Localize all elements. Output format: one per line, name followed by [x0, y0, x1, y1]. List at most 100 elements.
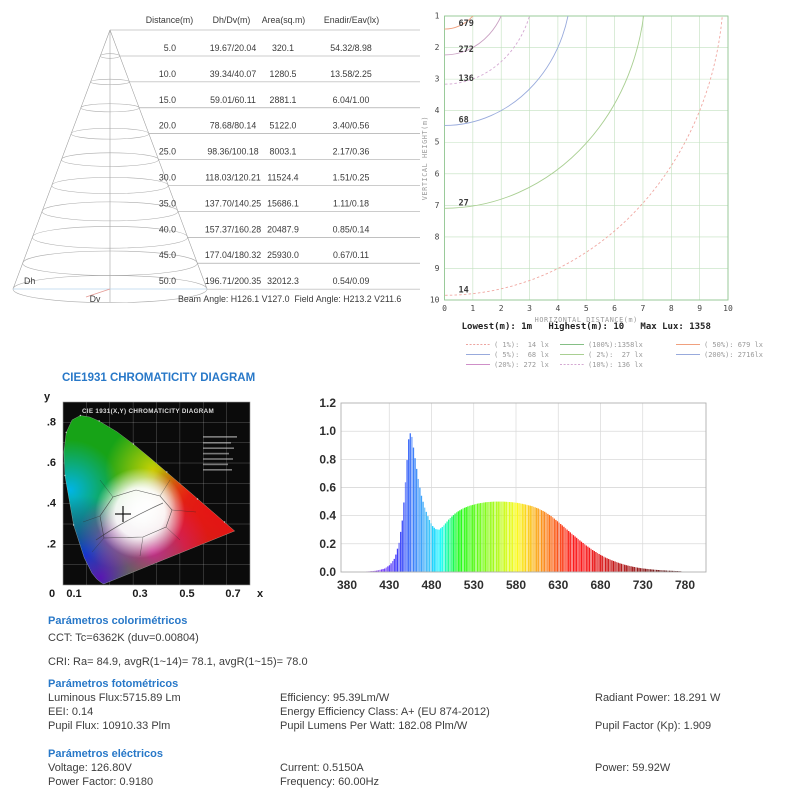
svg-text:2: 2 [499, 304, 504, 313]
svg-text:78.68/80.14: 78.68/80.14 [210, 121, 257, 131]
param-value: Power Factor: 0.9180 [48, 776, 154, 788]
cie-axis-ticks: .8 .6 .4 .2 0 0.1 0.3 0.5 0.7 y x [44, 391, 264, 600]
isolux-chart: 679 272 136 68 27 14 0 1 2 3 4 5 6 7 8 9 10 1 2 3 4 5 6 7 8 9 10 HO… [421, 12, 763, 370]
photometric-params-heading: Parámetros fotométricos [48, 678, 179, 690]
isolux-curve-label: 27 [459, 198, 469, 208]
svg-text:6: 6 [612, 304, 617, 313]
svg-text:0.1: 0.1 [66, 588, 81, 600]
param-value: Pupil Flux: 10910.33 Plm [48, 720, 171, 732]
photometric-row: Luminous Flux:5715.89 Lm Efficiency: 95.3… [48, 692, 788, 706]
svg-text:(10%): 136 lx: (10%): 136 lx [588, 361, 643, 369]
param-value: Pupil Factor (Kp): 1.909 [595, 720, 712, 732]
svg-text:0: 0 [49, 588, 55, 600]
beam-table-row: 50.0 196.71/200.35 32012.3 0.54/0.09 [159, 276, 370, 286]
svg-text:39.34/40.07: 39.34/40.07 [210, 69, 257, 79]
isolux-curve-label: 14 [459, 285, 469, 295]
isolux-legend-item: (200%): 2716lx [676, 351, 763, 359]
svg-text:157.37/160.28: 157.37/160.28 [205, 224, 261, 234]
svg-text:320.1: 320.1 [272, 43, 294, 53]
isolux-curve-label: 272 [459, 45, 474, 55]
svg-text:730: 730 [633, 578, 653, 592]
svg-text:8003.1: 8003.1 [270, 147, 297, 157]
beam-angle-footnote: Beam Angle: H126.1 V127.0 Field Angle: H… [178, 294, 401, 304]
photometric-row: Pupil Flux: 10910.33 Plm Pupil Lumens Per… [48, 720, 788, 734]
svg-text:11524.4: 11524.4 [267, 173, 298, 183]
svg-text:( 5%): 68 lx: ( 5%): 68 lx [494, 351, 549, 359]
svg-text:.2: .2 [47, 538, 56, 550]
param-value: Luminous Flux:5715.89 Lm [48, 692, 181, 704]
svg-text:5: 5 [584, 304, 589, 313]
svg-text:196.71/200.35: 196.71/200.35 [205, 276, 261, 286]
svg-text:480: 480 [421, 578, 441, 592]
svg-text:6.04/1.00: 6.04/1.00 [333, 95, 370, 105]
electric-row: Voltage: 126.80V Current: 0.5150A Power: 5… [48, 762, 788, 776]
svg-text:530: 530 [464, 578, 484, 592]
param-value: Power: 59.92W [595, 762, 671, 774]
cie-y-axis-label: y [44, 391, 51, 403]
svg-text:.8: .8 [47, 416, 56, 428]
svg-text:6: 6 [435, 169, 440, 178]
beam-table-row: 25.0 98.36/100.18 8003.1 2.17/0.36 [159, 147, 370, 157]
svg-text:137.70/140.25: 137.70/140.25 [205, 198, 261, 208]
svg-text:25.0: 25.0 [159, 147, 176, 157]
table-header: Area(sq.m) [262, 15, 306, 25]
svg-text:.4: .4 [47, 498, 57, 510]
isolux-x-axis-label: HORIZONTAL DISTANCE(m) [535, 316, 638, 324]
svg-text:19.67/20.04: 19.67/20.04 [210, 43, 257, 53]
svg-text:54.32/8.98: 54.32/8.98 [330, 43, 372, 53]
svg-text:45.0: 45.0 [159, 250, 176, 260]
svg-text:1.2: 1.2 [319, 396, 336, 410]
svg-text:0.6: 0.6 [319, 481, 336, 495]
isolux-y-axis-label: VERTICAL HEIGHT(m) [421, 116, 429, 200]
isolux-legend-item: (100%):1358lx [560, 341, 643, 349]
dh-label: Dh [24, 276, 35, 286]
colorimetric-params-heading: Parámetros colorimétricos [48, 615, 188, 627]
svg-text:5: 5 [435, 138, 440, 147]
photometric-row: EEI: 0.14 Energy Efficiency Class: A+ (EU… [48, 706, 788, 720]
svg-text:3: 3 [527, 304, 532, 313]
svg-text:35.0: 35.0 [159, 198, 176, 208]
dv-label: Dv [90, 294, 101, 304]
svg-text:32012.3: 32012.3 [267, 276, 299, 286]
table-header: Enadir/Eav(lx) [324, 15, 379, 25]
isolux-summary-line: Lowest(m): 1m Highest(m): 10 Max Lux: 13… [462, 321, 711, 332]
svg-text:( 50%): 679 lx: ( 50%): 679 lx [704, 341, 763, 349]
svg-text:10: 10 [430, 296, 440, 305]
svg-text:1: 1 [435, 12, 440, 21]
svg-text:118.03/120.21: 118.03/120.21 [205, 173, 261, 183]
svg-text:430: 430 [379, 578, 399, 592]
svg-text:2.17/0.36: 2.17/0.36 [333, 147, 370, 157]
svg-text:1.0: 1.0 [319, 424, 336, 438]
svg-text:( 2%): 27 lx: ( 2%): 27 lx [588, 351, 643, 359]
beam-table-row: 10.0 39.34/40.07 1280.5 13.58/2.25 [159, 69, 372, 79]
svg-text:10.0: 10.0 [159, 69, 176, 79]
param-value: EEI: 0.14 [48, 706, 94, 718]
param-value: Frequency: 60.00Hz [280, 776, 380, 788]
table-header: Dh/Dv(m) [213, 15, 251, 25]
cie-locus-ticks [64, 414, 226, 526]
beam-table-row: 20.0 78.68/80.14 5122.0 3.40/0.56 [159, 121, 370, 131]
svg-text:0.8: 0.8 [319, 452, 336, 466]
cie-white-point-marker [115, 506, 131, 522]
svg-text:59.01/60.11: 59.01/60.11 [210, 95, 256, 105]
isolux-curve-label: 679 [459, 19, 474, 29]
svg-text:15686.1: 15686.1 [267, 198, 299, 208]
svg-text:2881.1: 2881.1 [270, 95, 297, 105]
svg-text:630: 630 [548, 578, 568, 592]
svg-text:680: 680 [590, 578, 610, 592]
electric-params-heading: Parámetros eléctricos [48, 748, 163, 760]
svg-text:4: 4 [435, 106, 440, 115]
svg-text:(200%): 2716lx: (200%): 2716lx [704, 351, 763, 359]
svg-text:177.04/180.32: 177.04/180.32 [205, 250, 261, 260]
cri-value: CRI: Ra= 84.9, avgR(1~14)= 78.1, avgR(1~… [48, 656, 308, 668]
isolux-curve-label: 136 [459, 74, 474, 84]
beam-table-row: 40.0 157.37/160.28 20487.9 0.85/0.14 [159, 224, 370, 234]
svg-text:580: 580 [506, 578, 526, 592]
svg-text:9: 9 [435, 264, 440, 273]
beam-table-row: 35.0 137.70/140.25 15686.1 1.11/0.18 [159, 198, 369, 208]
svg-text:0: 0 [442, 304, 447, 313]
svg-text:15.0: 15.0 [159, 95, 176, 105]
beam-table-row: 30.0 118.03/120.21 11524.4 1.51/0.25 [159, 173, 370, 183]
